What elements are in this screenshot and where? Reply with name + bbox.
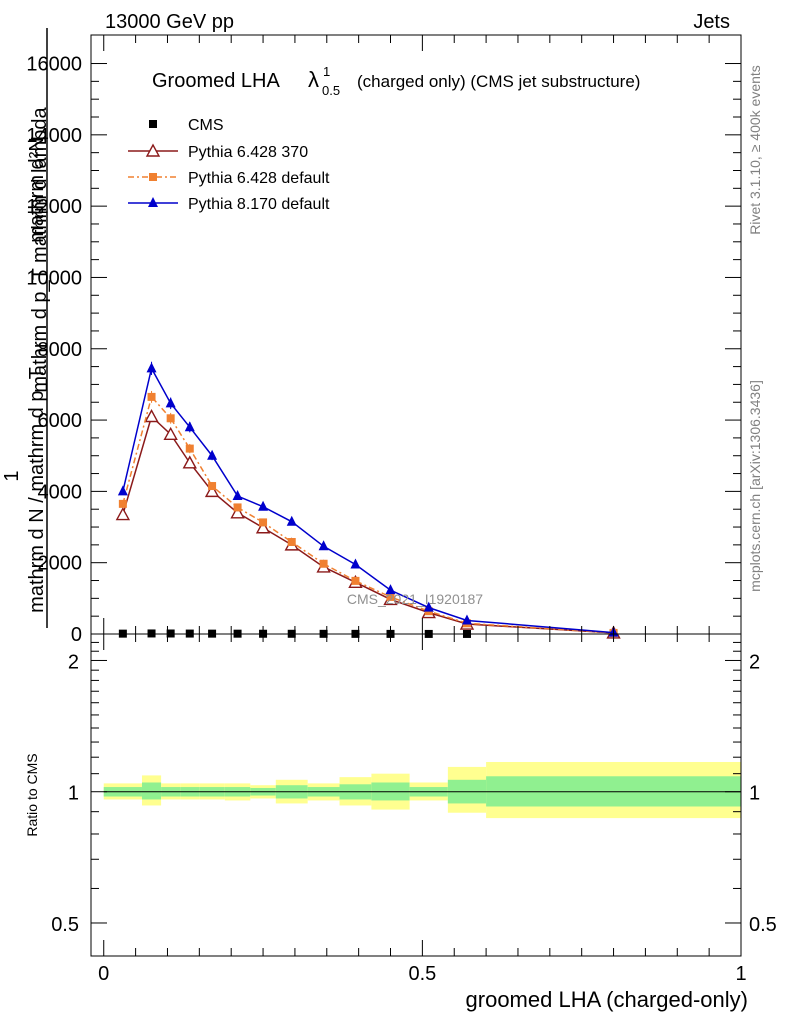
analysis-watermark: CMS_2021_I1920187: [347, 591, 483, 607]
data-point: [207, 449, 218, 460]
data-point: [230, 505, 245, 519]
data-point: [147, 392, 156, 401]
data-point: [185, 444, 194, 453]
x-tick-label: 0.5: [408, 963, 436, 985]
data-point: [232, 490, 243, 501]
legend-label: CMS: [188, 117, 224, 134]
x-tick-label: 0: [98, 963, 109, 985]
legend-marker: [149, 120, 157, 128]
main-ytick-label: 6000: [38, 410, 83, 432]
data-point: [255, 520, 271, 534]
data-point: [204, 483, 220, 498]
main-ytick-label: 10000: [26, 267, 82, 289]
data-point: [318, 540, 329, 551]
data-point: [286, 515, 297, 526]
legend-marker: [149, 173, 157, 181]
main-ytick-label: 12000: [26, 196, 82, 218]
main-ytick-label: 4000: [38, 481, 83, 503]
data-point: [319, 559, 328, 568]
title-subscript: 0.5: [322, 83, 340, 98]
legend-entry: CMS: [149, 117, 224, 134]
data-point: [144, 409, 159, 423]
data-point: [117, 485, 128, 496]
legend: CMS Pythia 6.428 370 Pythia 6.428 default P…: [128, 117, 330, 213]
data-point: [287, 538, 296, 547]
series-pythia-8-170-default: [117, 361, 619, 637]
ratio-ytick-label: 1: [68, 783, 79, 805]
ratio-axes: 0.5 0.5 1 1 2 2 0 0.5 1: [51, 634, 777, 985]
data-point: [385, 584, 396, 595]
main-ytick-label: 0: [71, 624, 82, 646]
data-point: [182, 455, 197, 469]
ratio-ytick-label: 2: [68, 651, 79, 673]
title-suffix: (charged only) (CMS jet substructure): [357, 72, 640, 91]
ylabel-one: 1: [1, 470, 23, 481]
main-ytick-label: 2000: [38, 553, 83, 575]
data-point: [163, 426, 178, 441]
title-superscript: 1: [323, 64, 330, 79]
ylabel-numerator: mathrm d²N: [26, 137, 48, 243]
legend-label: Pythia 6.428 370: [188, 144, 308, 161]
legend-marker: [145, 143, 161, 157]
data-point: [118, 499, 127, 508]
legend-entry: Pythia 8.170 default: [128, 196, 330, 213]
series-pythia-6-428-default: [118, 390, 618, 637]
energy-label: 13000 GeV pp: [105, 11, 234, 33]
data-point: [351, 576, 360, 585]
ratio-ytick-label-right: 2: [749, 651, 760, 673]
data-point: [461, 614, 472, 625]
data-point: [146, 362, 157, 373]
main-axes: 0 2000 4000 6000 8000 10000 12000 14000 16000: [26, 35, 742, 646]
ratio-ytick-label-right: 0.5: [749, 914, 777, 936]
data-point: [165, 397, 176, 408]
series-line: [122, 395, 614, 634]
ratio-band-inner: [141, 782, 162, 800]
title-symbol: λ: [308, 67, 319, 92]
jets-label: Jets: [693, 11, 730, 33]
data-point: [208, 482, 217, 491]
ratio-ytick-label-right: 1: [749, 783, 760, 805]
legend-label: Pythia 6.428 default: [188, 170, 330, 187]
data-point: [115, 507, 131, 521]
ratio-frame: [90, 633, 742, 957]
main-series-group: [115, 361, 621, 639]
data-point: [350, 558, 361, 569]
main-ytick-label: 14000: [26, 125, 82, 147]
data-point: [259, 518, 268, 527]
x-axis-label: groomed LHA (charged-only): [466, 987, 748, 1012]
data-point: [423, 601, 434, 612]
legend-entry: Pythia 6.428 default: [128, 170, 330, 187]
ratio-bands: [103, 761, 741, 819]
ylabel-denominator-bottom: mathrm d N / mathrm d p_T: [26, 367, 48, 613]
main-ytick-label: 8000: [38, 339, 83, 361]
title-main: Groomed LHA: [152, 70, 280, 92]
data-point: [258, 500, 269, 511]
chart-title: Groomed LHA λ 1 0.5 (charged only) (CMS …: [152, 64, 640, 98]
ylabel-denominator-top: mathrm d p_T mathrm d lambda: [29, 106, 51, 392]
data-point: [233, 503, 242, 512]
ratio-ytick-label: 0.5: [51, 914, 79, 936]
main-ylabel: 1 mathrm d²N mathrm d p_T mathrm d lambd…: [1, 28, 51, 628]
rivet-label: Rivet 3.1.10, ≥ 400k events: [747, 65, 763, 235]
legend-label: Pythia 8.170 default: [188, 196, 330, 213]
legend-marker: [148, 197, 158, 207]
data-point: [184, 421, 195, 432]
ratio-ylabel: Ratio to CMS: [24, 753, 40, 836]
x-tick-label: 1: [735, 963, 746, 985]
data-point: [386, 592, 395, 601]
data-point: [147, 629, 156, 638]
main-ytick-label: 16000: [26, 54, 82, 76]
legend-entry: Pythia 6.428 370: [128, 143, 308, 161]
mcplots-label: mcplots.cern.ch [arXiv:1306.3436]: [747, 380, 763, 592]
data-point: [166, 414, 175, 423]
